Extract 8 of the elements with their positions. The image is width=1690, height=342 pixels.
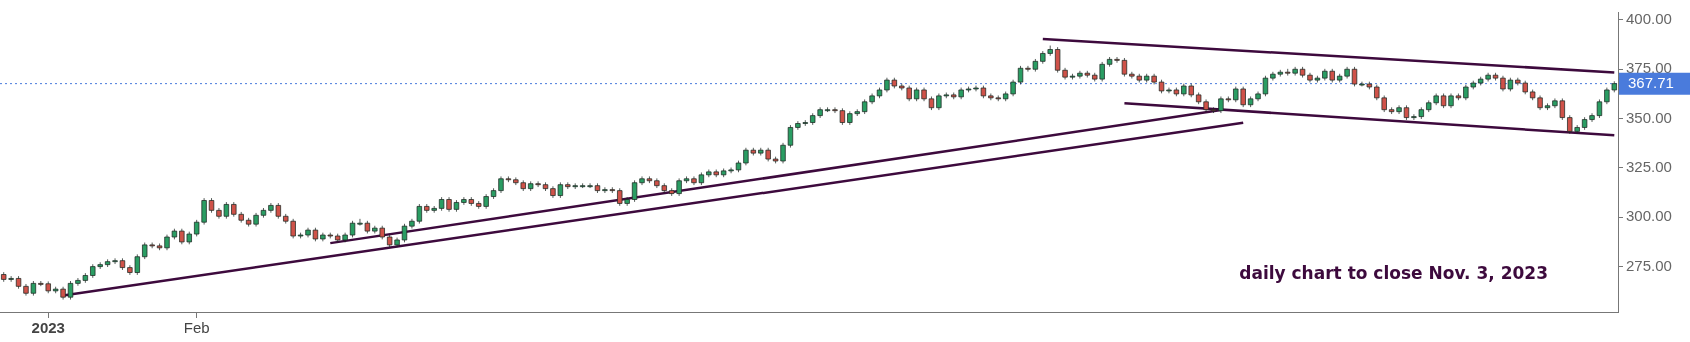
y-tick-label: 325.00 xyxy=(1626,158,1672,176)
y-tick-label: 400.00 xyxy=(1626,10,1672,28)
y-tick-label: 350.00 xyxy=(1626,108,1672,126)
x-tick-label: Feb xyxy=(183,319,210,337)
x-tick-label: 2023 xyxy=(31,319,65,337)
y-tick-label: 275.00 xyxy=(1626,256,1672,274)
y-tick-label: 300.00 xyxy=(1626,207,1672,225)
annotation: daily chart to close Nov. 3, 2023 xyxy=(1239,263,1548,284)
